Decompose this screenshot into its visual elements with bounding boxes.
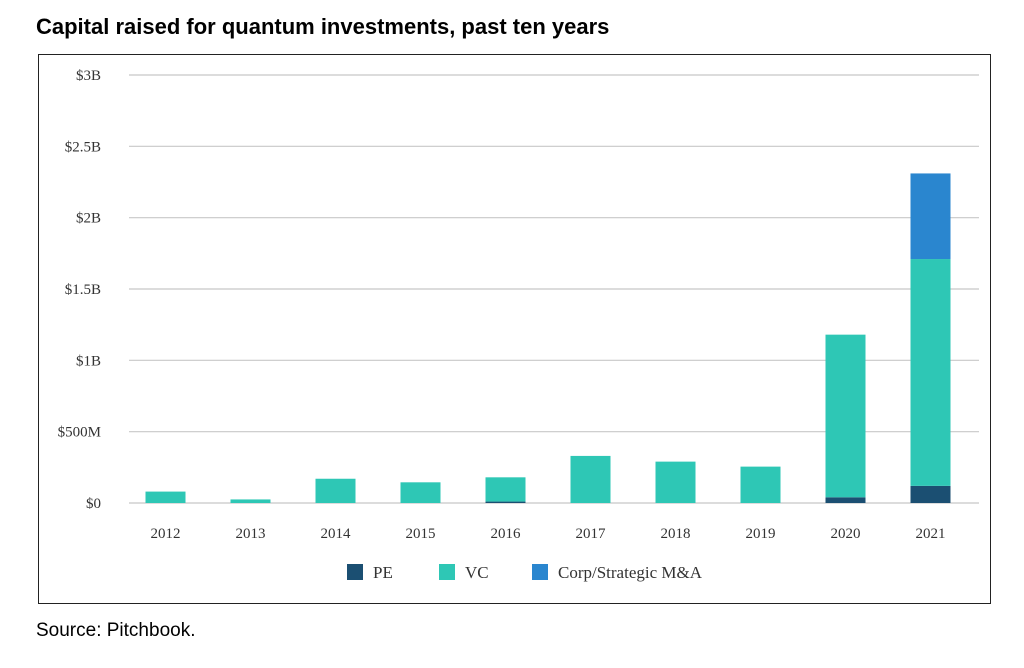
y-tick-label: $500M [58, 425, 101, 441]
bar-pe [910, 485, 951, 503]
legend-label: VC [465, 563, 489, 582]
bar-vc [485, 477, 526, 502]
x-tick-label: 2015 [406, 526, 436, 542]
legend-swatch [347, 564, 363, 580]
bar-vc [825, 334, 866, 498]
y-tick-label: $2.5B [65, 139, 101, 155]
x-tick-label: 2020 [831, 526, 861, 542]
chart-frame: $0 $500M $1B $1.5B $2B $2.5B $3B 2012 2013 2014 2… [38, 54, 991, 604]
legend-swatch [532, 564, 548, 580]
y-tick-label: $2B [76, 211, 101, 227]
x-tick-label: 2018 [661, 526, 691, 542]
y-tick-label: $1.5B [65, 282, 101, 298]
bar-pe [485, 501, 526, 503]
x-tick-label: 2014 [321, 526, 352, 542]
bar-chart: $0 $500M $1B $1.5B $2B $2.5B $3B 2012 2013 2014 2… [58, 68, 979, 582]
bar-vc [400, 482, 441, 503]
bar-vc [230, 499, 271, 503]
y-tick-label: $1B [76, 353, 101, 369]
bar-corp-strategic-m-a [910, 173, 951, 260]
legend-label: PE [373, 563, 393, 582]
y-tick-label: $0 [86, 496, 101, 512]
x-tick-label: 2012 [151, 526, 181, 542]
x-tick-label: 2021 [916, 526, 946, 542]
bar-vc [910, 259, 951, 486]
chart-title: Capital raised for quantum investments, … [36, 14, 610, 39]
bar-vc [145, 491, 186, 503]
legend-label: Corp/Strategic M&A [558, 563, 703, 582]
x-tick-label: 2017 [576, 526, 607, 542]
x-tick-label: 2013 [236, 526, 266, 542]
y-tick-label: $3B [76, 68, 101, 84]
bar-vc [315, 478, 356, 503]
bar-vc [655, 461, 696, 503]
legend-swatch [439, 564, 455, 580]
x-tick-label: 2016 [491, 526, 522, 542]
source-note: Source: Pitchbook. [36, 620, 196, 641]
bar-pe [825, 497, 866, 503]
bar-vc [570, 455, 611, 503]
x-tick-label: 2019 [746, 526, 776, 542]
bar-vc [740, 466, 781, 503]
